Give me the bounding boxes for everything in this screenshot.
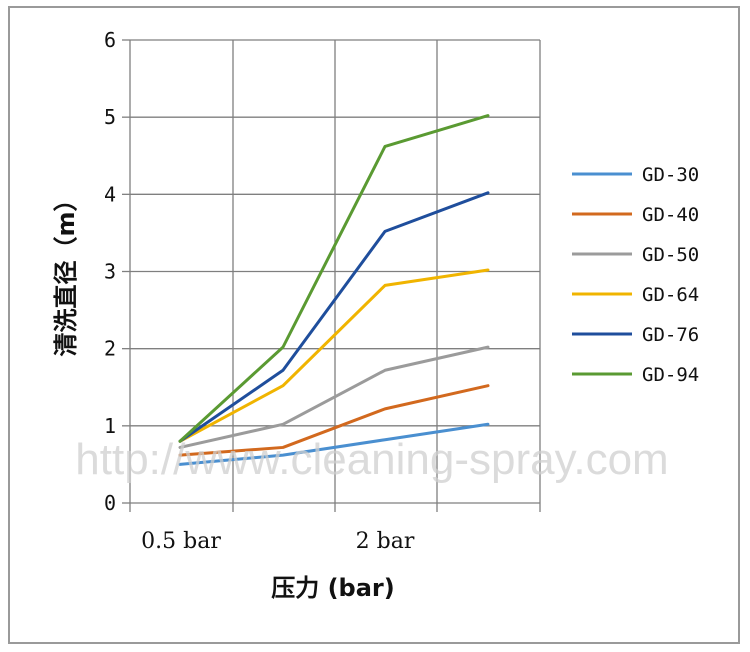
series-line-gd-50 (178, 345, 490, 449)
x-tick-label: 2 bar (356, 529, 415, 554)
legend-label: GD-64 (642, 284, 699, 306)
legend-label: GD-30 (642, 164, 699, 186)
y-tick-label: 6 (104, 28, 116, 52)
y-tick-labels: 0 1 2 3 4 5 6 (104, 28, 116, 515)
y-tick-label: 2 (104, 337, 116, 361)
series-line-gd-40 (178, 384, 490, 457)
y-tick-label: 4 (104, 182, 116, 206)
watermark-text: http://www.cleaning-spray.com (75, 435, 668, 484)
legend-label: GD-50 (642, 244, 699, 266)
y-tick-label: 5 (104, 105, 116, 129)
x-tick-label: 0.5 bar (141, 529, 221, 554)
legend-label: GD-76 (642, 324, 699, 346)
y-tick-label: 3 (104, 260, 116, 284)
y-axis-title: 清洗直径（m） (52, 187, 80, 356)
legend-label: GD-94 (642, 364, 699, 386)
series-lines (178, 114, 490, 466)
x-axis-title: 压力 (bar) (271, 574, 395, 602)
y-tick-label: 1 (104, 414, 116, 438)
series-line-gd-76 (178, 191, 490, 443)
legend-label: GD-40 (642, 204, 699, 226)
series-line-gd-30 (178, 422, 490, 466)
series-line-gd-94 (178, 114, 490, 443)
x-tick-labels: 0.5 bar 2 bar (141, 529, 415, 554)
y-tick-label: 0 (104, 491, 116, 515)
legend: GD-30 GD-40 GD-50 GD-64 GD-76 GD-94 (572, 164, 699, 386)
series-line-gd-64 (178, 268, 490, 443)
